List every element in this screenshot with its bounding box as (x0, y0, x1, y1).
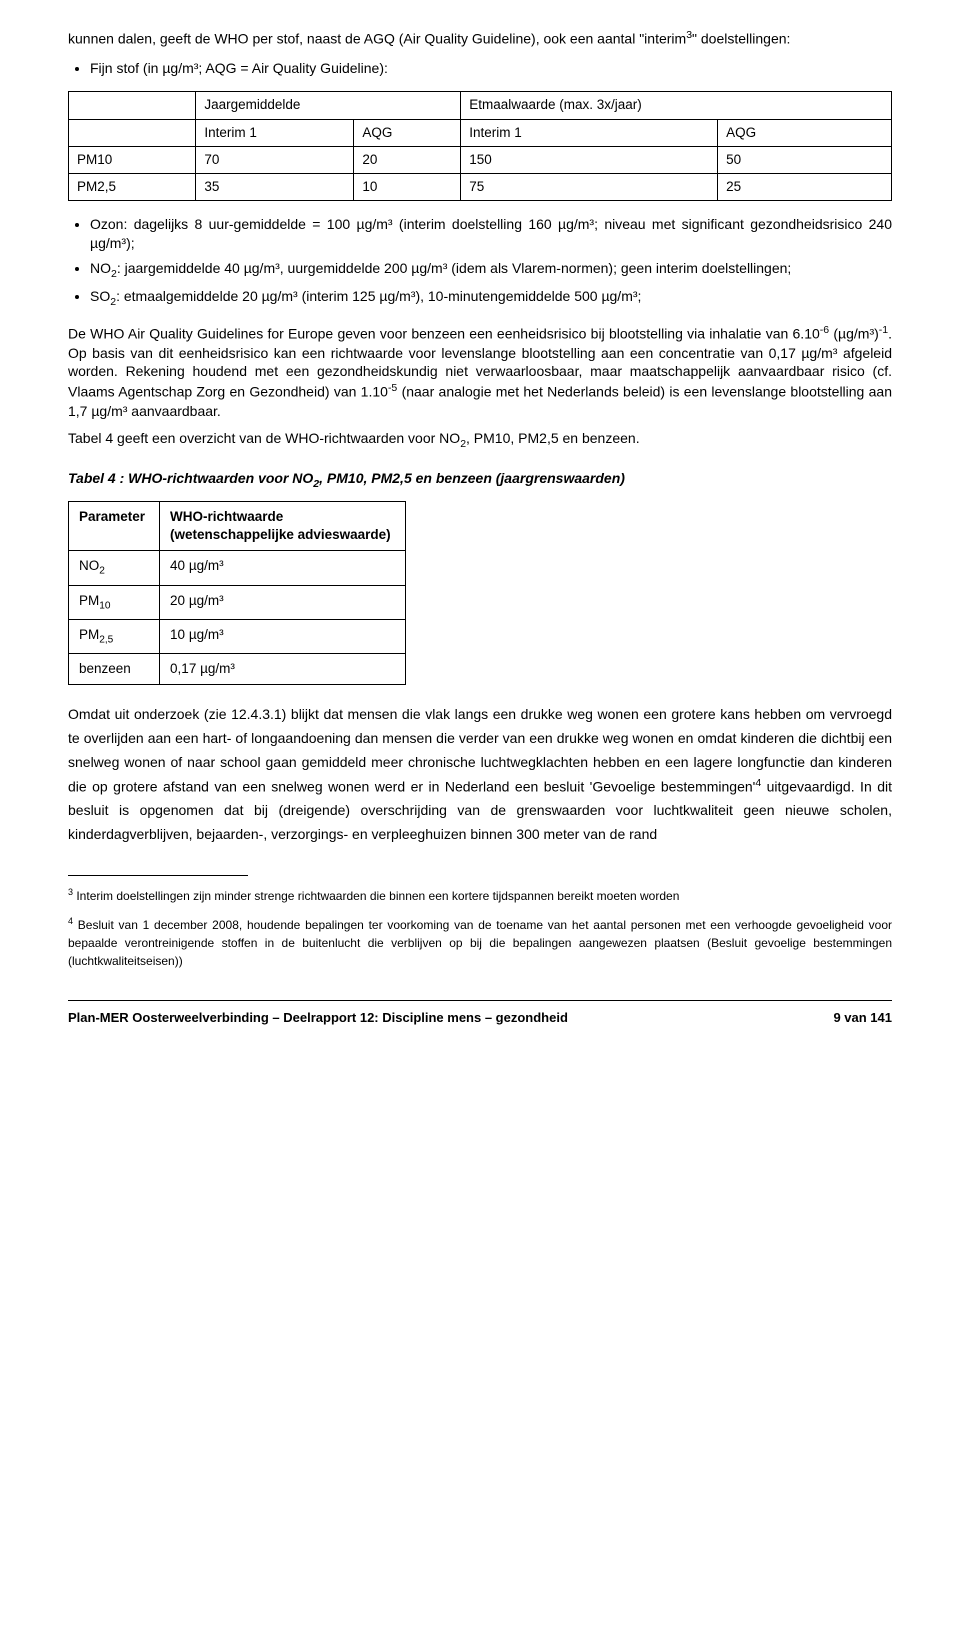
t4intro-a: Tabel 4 geeft een overzicht van de WHO-r… (68, 430, 460, 446)
table-row: PM10 70 20 150 50 (69, 146, 892, 173)
t1-r1-c2: 10 (354, 174, 461, 201)
footnote-3: 3 Interim doelstellingen zijn minder str… (68, 886, 892, 905)
t1-header-etmaal: Etmaalwaarde (max. 3x/jaar) (461, 92, 892, 119)
t2-h-param: Parameter (69, 501, 160, 550)
footnotes: 3 Interim doelstellingen zijn minder str… (68, 875, 892, 970)
intro-text-a: kunnen dalen, geeft de WHO per stof, naa… (68, 31, 686, 47)
fn3-text: Interim doelstellingen zijn minder stren… (73, 889, 679, 903)
t1-blank-2 (69, 119, 196, 146)
footnote-4: 4 Besluit van 1 december 2008, houdende … (68, 915, 892, 970)
table-row: benzeen 0,17 µg/m³ (69, 654, 406, 685)
t1-sub-interim1a: Interim 1 (196, 119, 354, 146)
t2-r3-label: benzeen (69, 654, 160, 685)
t1-r0-label: PM10 (69, 146, 196, 173)
table-row: PM2,5 35 10 75 25 (69, 174, 892, 201)
footer-line (68, 1000, 892, 1001)
who-paragraph: De WHO Air Quality Guidelines for Europe… (68, 323, 892, 421)
footer-right: 9 van 141 (833, 1009, 892, 1027)
t1-sub-interim1b: Interim 1 (461, 119, 718, 146)
intro-paragraph: kunnen dalen, geeft de WHO per stof, naa… (68, 28, 892, 49)
t4title-a: Tabel 4 : WHO-richtwaarden voor NO (68, 470, 313, 486)
who-sup2: -1 (879, 324, 888, 336)
t2-r3-val: 0,17 µg/m³ (160, 654, 406, 685)
fn4-text: Besluit van 1 december 2008, houdende be… (68, 918, 892, 968)
who-richtwaarden-table: Parameter WHO-richtwaarde (wetenschappel… (68, 501, 406, 686)
table4-intro: Tabel 4 geeft een overzicht van de WHO-r… (68, 429, 892, 451)
who-a: De WHO Air Quality Guidelines for Europe… (68, 326, 820, 342)
bullet-fijn-stof: Fijn stof (in µg/m³; AQG = Air Quality G… (90, 59, 892, 78)
t2-r0-label: NO2 (69, 551, 160, 585)
t1-r0-c2: 20 (354, 146, 461, 173)
bullet-so2: SO2: etmaalgemiddelde 20 µg/m³ (interim … (90, 287, 892, 309)
t1-r0-c3: 150 (461, 146, 718, 173)
t1-r1-label: PM2,5 (69, 174, 196, 201)
t2-r0-val: 40 µg/m³ (160, 551, 406, 585)
t1-r0-c4: 50 (718, 146, 892, 173)
t4intro-b: , PM10, PM2,5 en benzeen. (466, 430, 640, 446)
who-b: (µg/m³) (829, 326, 879, 342)
bullet-list-2: Ozon: dagelijks 8 uur-gemiddelde = 100 µ… (90, 215, 892, 309)
footer-left: Plan-MER Oosterweelverbinding – Deelrapp… (68, 1009, 568, 1027)
t1-r0-c1: 70 (196, 146, 354, 173)
t1-blank-1 (69, 92, 196, 119)
t2-r1-label: PM10 (69, 585, 160, 619)
bullet-ozon: Ozon: dagelijks 8 uur-gemiddelde = 100 µ… (90, 215, 892, 253)
so2-b: : etmaalgemiddelde 20 µg/m³ (interim 125… (116, 288, 641, 304)
bullet-no2: NO2: jaargemiddelde 40 µg/m³, uurgemidde… (90, 259, 892, 281)
t1-r1-c1: 35 (196, 174, 354, 201)
omdat-paragraph: Omdat uit onderzoek (zie 12.4.3.1) blijk… (68, 703, 892, 846)
no2-a: NO (90, 260, 111, 276)
table4-title: Tabel 4 : WHO-richtwaarden voor NO2, PM1… (68, 469, 892, 491)
t2-r2-val: 10 µg/m³ (160, 619, 406, 653)
intro-text-b: " doelstellingen: (692, 31, 790, 47)
footnote-rule (68, 875, 248, 876)
t2-h-richt: WHO-richtwaarde (wetenschappelijke advie… (160, 501, 406, 550)
t2-r2-label: PM2,5 (69, 619, 160, 653)
t1-sub-aqg-b: AQG (718, 119, 892, 146)
who-sup3: -5 (388, 382, 397, 394)
table-row: NO2 40 µg/m³ (69, 551, 406, 585)
bullet-list-1: Fijn stof (in µg/m³; AQG = Air Quality G… (90, 59, 892, 78)
page-footer: Plan-MER Oosterweelverbinding – Deelrapp… (68, 1000, 892, 1027)
t2-h-richt-a: WHO-richtwaarde (170, 509, 283, 524)
t1-r1-c3: 75 (461, 174, 718, 201)
t1-r1-c4: 25 (718, 174, 892, 201)
t2-h-richt-b: (wetenschappelijke advieswaarde) (170, 527, 391, 542)
table-row: PM2,5 10 µg/m³ (69, 619, 406, 653)
t2-r1-val: 20 µg/m³ (160, 585, 406, 619)
who-sup1: -6 (820, 324, 829, 336)
table-row: PM10 20 µg/m³ (69, 585, 406, 619)
t1-header-jaar: Jaargemiddelde (196, 92, 461, 119)
so2-a: SO (90, 288, 110, 304)
t1-sub-aqg-a: AQG (354, 119, 461, 146)
no2-b: : jaargemiddelde 40 µg/m³, uurgemiddelde… (117, 260, 791, 276)
t4title-b: , PM10, PM2,5 en benzeen (jaargrenswaard… (319, 470, 625, 486)
fijn-stof-table: Jaargemiddelde Etmaalwaarde (max. 3x/jaa… (68, 91, 892, 201)
